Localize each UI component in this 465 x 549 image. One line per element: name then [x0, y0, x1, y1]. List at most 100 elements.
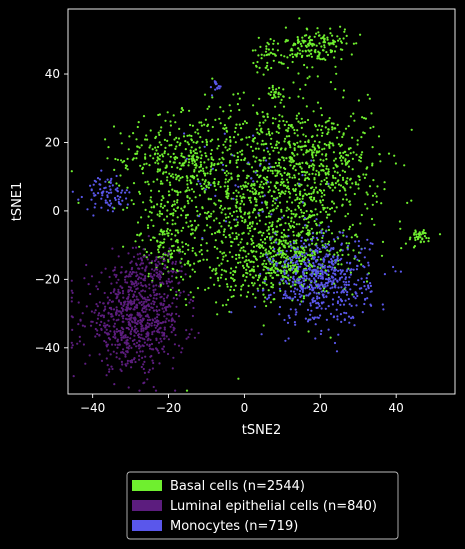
data-point — [252, 293, 255, 296]
data-point — [127, 290, 130, 293]
legend-swatch-1 — [132, 500, 162, 511]
data-point — [181, 241, 184, 244]
data-point — [221, 304, 224, 307]
data-point — [272, 298, 275, 301]
data-point — [259, 272, 262, 276]
data-point — [303, 224, 307, 227]
data-point — [232, 295, 235, 298]
data-point — [336, 236, 339, 239]
data-point — [203, 211, 207, 214]
data-point — [251, 49, 254, 52]
data-point — [399, 227, 402, 230]
data-point — [327, 168, 330, 171]
data-point — [310, 257, 313, 260]
data-point — [90, 198, 93, 201]
data-point — [132, 358, 136, 361]
data-point — [155, 297, 158, 300]
data-point — [163, 315, 166, 318]
data-point — [293, 148, 296, 152]
data-point — [284, 222, 287, 225]
data-point — [328, 117, 331, 120]
data-point — [365, 288, 368, 291]
data-point — [180, 110, 183, 114]
data-point — [308, 262, 311, 266]
data-point — [303, 263, 307, 266]
data-point — [178, 294, 181, 297]
data-point — [325, 158, 328, 161]
data-point — [267, 289, 270, 292]
data-point — [294, 240, 297, 243]
data-point — [269, 259, 272, 262]
data-point — [272, 257, 275, 260]
data-point — [313, 188, 316, 191]
data-point — [235, 257, 238, 260]
data-point — [266, 147, 269, 150]
data-point — [285, 186, 289, 189]
data-point — [129, 288, 132, 292]
data-point — [363, 256, 366, 259]
data-point — [314, 269, 317, 272]
data-point — [189, 179, 192, 182]
data-point — [267, 43, 270, 46]
data-point — [261, 210, 264, 213]
data-point — [192, 150, 195, 153]
data-point — [280, 278, 283, 281]
data-point — [242, 122, 245, 125]
data-point — [281, 178, 284, 181]
data-point — [104, 308, 107, 311]
data-point — [280, 251, 283, 254]
data-point — [128, 135, 131, 138]
data-point — [318, 248, 321, 251]
data-point — [268, 130, 271, 133]
data-point — [296, 141, 299, 144]
data-point — [344, 127, 348, 130]
data-point — [296, 198, 299, 201]
data-point — [96, 288, 99, 291]
data-point — [167, 252, 170, 255]
data-point — [191, 224, 194, 227]
data-point — [271, 204, 274, 207]
data-point — [175, 312, 178, 316]
data-point — [134, 280, 137, 283]
data-point — [251, 190, 254, 193]
data-point — [105, 374, 108, 377]
data-point — [128, 321, 131, 324]
data-point — [283, 140, 286, 143]
data-point — [422, 240, 426, 243]
data-point — [108, 199, 112, 202]
data-point — [314, 323, 317, 326]
data-point — [239, 206, 242, 209]
data-point — [137, 121, 140, 124]
data-point — [95, 321, 98, 325]
data-point — [187, 202, 190, 205]
data-point — [280, 271, 283, 275]
data-point — [282, 282, 285, 285]
data-point — [325, 144, 328, 147]
data-point — [190, 146, 193, 149]
data-point — [272, 241, 276, 244]
data-point — [352, 249, 355, 252]
data-point — [135, 284, 138, 287]
data-point — [284, 241, 287, 244]
data-point — [186, 183, 189, 186]
data-point — [163, 233, 166, 236]
data-point — [314, 186, 318, 189]
data-point — [106, 194, 109, 197]
data-point — [279, 289, 282, 292]
data-point — [327, 185, 330, 188]
data-point — [344, 289, 347, 292]
data-point — [328, 213, 331, 216]
data-point — [208, 266, 211, 269]
data-point — [239, 249, 242, 252]
data-point — [70, 341, 73, 344]
data-point — [306, 308, 310, 311]
data-point — [360, 277, 363, 280]
data-point — [293, 165, 296, 168]
data-point — [119, 301, 122, 304]
data-point — [169, 288, 172, 291]
data-point — [196, 128, 199, 131]
data-point — [117, 278, 120, 281]
data-point — [269, 51, 273, 54]
data-point — [115, 312, 118, 315]
data-point — [258, 284, 261, 287]
